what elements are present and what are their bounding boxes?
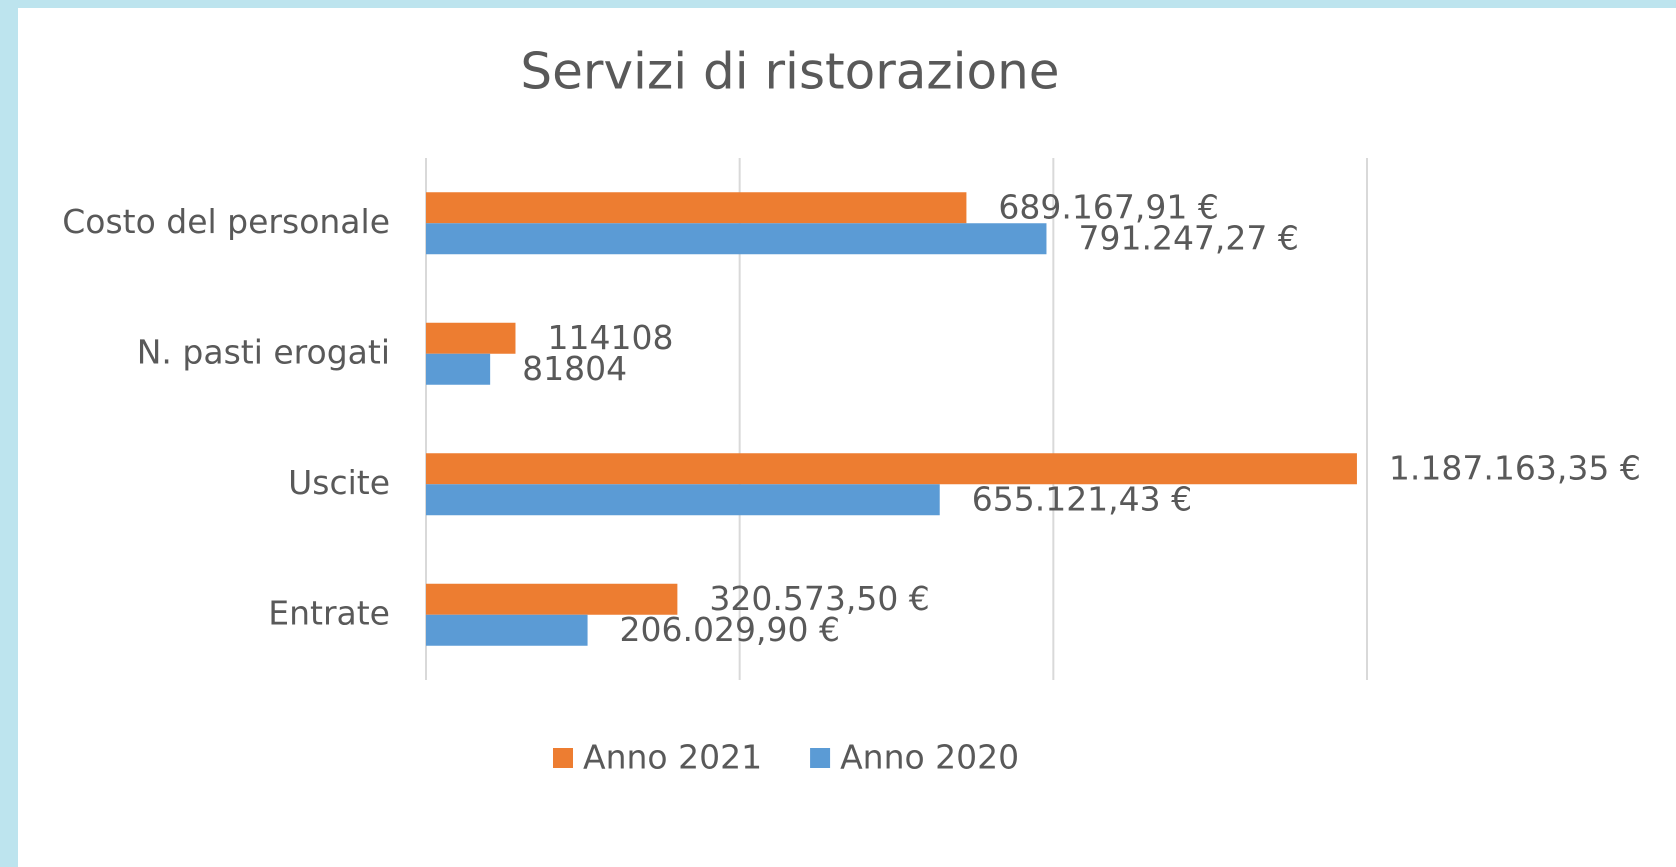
bar [426, 353, 491, 385]
data-label: 81804 [522, 349, 627, 388]
legend-label: Anno 2020 [840, 738, 1019, 777]
bar [426, 614, 588, 646]
bar [426, 192, 967, 224]
data-label: 320.573,50 € [709, 579, 929, 618]
legend-label: Anno 2021 [583, 738, 762, 777]
y-tick-label: N. pasti erogati [137, 332, 390, 371]
bar [426, 484, 940, 516]
bar [426, 223, 1047, 255]
data-label: 655.121,43 € [972, 479, 1192, 518]
data-label: 689.167,91 € [998, 187, 1218, 226]
data-label: 791.247,27 € [1078, 218, 1298, 257]
bar [426, 583, 678, 615]
legend-swatch [810, 748, 831, 768]
bar [426, 322, 516, 354]
bar [426, 453, 1357, 485]
data-label: 206.029,90 € [620, 610, 840, 649]
y-tick-label: Costo del personale [62, 202, 390, 241]
data-label: 1.187.163,35 € [1389, 448, 1641, 487]
y-tick-label: Entrate [268, 593, 390, 632]
legend-swatch [553, 748, 573, 768]
data-label: 114108 [547, 318, 673, 357]
chart-panel [18, 8, 1676, 867]
y-tick-label: Uscite [288, 463, 390, 502]
chart-title: Servizi di ristorazione [520, 43, 1059, 101]
